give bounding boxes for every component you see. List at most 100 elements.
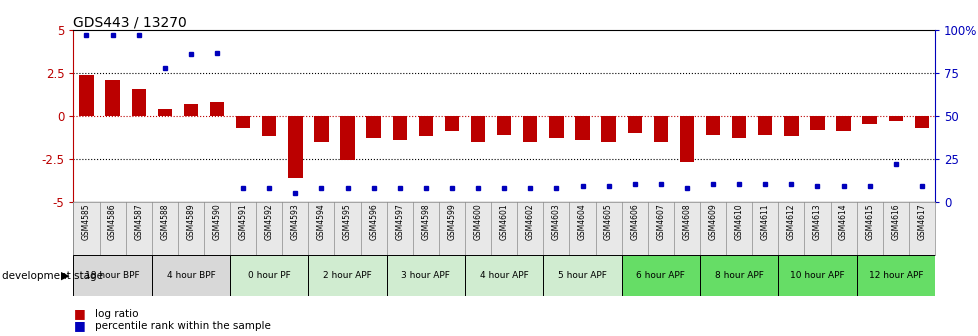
Text: GSM4603: GSM4603 xyxy=(552,203,560,240)
Bar xyxy=(673,202,699,255)
Text: 8 hour APF: 8 hour APF xyxy=(714,271,763,280)
Text: ▶: ▶ xyxy=(61,270,69,281)
Text: GSM4609: GSM4609 xyxy=(708,203,717,240)
Bar xyxy=(366,116,380,138)
Bar xyxy=(465,202,491,255)
Text: GSM4595: GSM4595 xyxy=(342,203,352,240)
Bar xyxy=(470,116,485,142)
Bar xyxy=(73,202,100,255)
Text: percentile rank within the sample: percentile rank within the sample xyxy=(95,321,271,331)
Bar xyxy=(236,116,250,128)
Bar xyxy=(230,202,256,255)
Text: 6 hour APF: 6 hour APF xyxy=(636,271,685,280)
Text: GSM4616: GSM4616 xyxy=(890,203,900,240)
Bar xyxy=(829,202,856,255)
Bar xyxy=(497,116,511,135)
Bar xyxy=(184,104,198,116)
Bar xyxy=(862,116,876,125)
Bar xyxy=(600,116,615,142)
Bar xyxy=(152,255,230,296)
Bar xyxy=(230,255,308,296)
Bar xyxy=(856,202,882,255)
Bar xyxy=(751,202,778,255)
Text: 4 hour APF: 4 hour APF xyxy=(479,271,528,280)
Bar xyxy=(595,202,621,255)
Bar xyxy=(543,255,621,296)
Text: GSM4602: GSM4602 xyxy=(525,203,534,240)
Bar xyxy=(575,116,589,140)
Text: GSM4594: GSM4594 xyxy=(317,203,326,240)
Text: GSM4613: GSM4613 xyxy=(812,203,822,240)
Bar xyxy=(621,202,647,255)
Bar xyxy=(256,202,282,255)
Bar xyxy=(804,202,829,255)
Text: GSM4605: GSM4605 xyxy=(603,203,612,240)
Bar xyxy=(73,255,152,296)
Bar xyxy=(569,202,595,255)
Bar xyxy=(386,255,465,296)
Text: GSM4617: GSM4617 xyxy=(916,203,925,240)
Bar xyxy=(288,116,302,178)
Text: GDS443 / 13270: GDS443 / 13270 xyxy=(73,15,187,29)
Bar xyxy=(438,202,465,255)
Bar xyxy=(419,116,432,136)
Text: GSM4599: GSM4599 xyxy=(447,203,456,240)
Text: ■: ■ xyxy=(73,320,85,332)
Bar xyxy=(314,116,329,142)
Text: log ratio: log ratio xyxy=(95,309,138,319)
Bar xyxy=(653,116,667,142)
Bar xyxy=(465,255,543,296)
Text: 18 hour BPF: 18 hour BPF xyxy=(85,271,140,280)
Bar xyxy=(856,255,934,296)
Text: GSM4611: GSM4611 xyxy=(760,203,769,240)
Bar xyxy=(757,116,772,135)
Text: GSM4615: GSM4615 xyxy=(865,203,873,240)
Bar xyxy=(157,109,172,116)
Text: 4 hour BPF: 4 hour BPF xyxy=(166,271,215,280)
Bar xyxy=(783,116,798,136)
Bar xyxy=(125,202,152,255)
Text: GSM4591: GSM4591 xyxy=(239,203,247,240)
Text: ■: ■ xyxy=(73,307,85,320)
Bar xyxy=(360,202,386,255)
Text: GSM4614: GSM4614 xyxy=(838,203,847,240)
Text: GSM4607: GSM4607 xyxy=(655,203,665,240)
Bar xyxy=(308,202,334,255)
Bar xyxy=(413,202,438,255)
Text: development stage: development stage xyxy=(2,270,103,281)
Bar xyxy=(621,255,699,296)
Bar xyxy=(908,202,934,255)
Bar xyxy=(334,202,360,255)
Text: GSM4612: GSM4612 xyxy=(786,203,795,240)
Text: GSM4601: GSM4601 xyxy=(499,203,509,240)
Text: GSM4610: GSM4610 xyxy=(734,203,743,240)
Bar xyxy=(209,102,224,116)
Text: GSM4606: GSM4606 xyxy=(630,203,639,240)
Text: 12 hour APF: 12 hour APF xyxy=(867,271,922,280)
Text: 0 hour PF: 0 hour PF xyxy=(247,271,290,280)
Text: 5 hour APF: 5 hour APF xyxy=(557,271,606,280)
Bar xyxy=(386,202,413,255)
Bar xyxy=(392,116,407,140)
Bar xyxy=(913,116,928,128)
Text: GSM4597: GSM4597 xyxy=(395,203,404,240)
Bar xyxy=(778,202,804,255)
Bar xyxy=(699,202,726,255)
Bar xyxy=(131,88,146,116)
Bar xyxy=(679,116,693,162)
Bar xyxy=(491,202,516,255)
Bar xyxy=(888,116,902,121)
Bar xyxy=(308,255,386,296)
Bar xyxy=(178,202,203,255)
Text: GSM4604: GSM4604 xyxy=(577,203,587,240)
Bar xyxy=(262,116,276,136)
Text: GSM4585: GSM4585 xyxy=(82,203,91,240)
Bar xyxy=(522,116,537,142)
Bar xyxy=(444,116,459,131)
Text: GSM4593: GSM4593 xyxy=(290,203,299,240)
Bar xyxy=(627,116,642,133)
Bar xyxy=(647,202,673,255)
Bar xyxy=(100,202,125,255)
Bar xyxy=(340,116,354,161)
Bar xyxy=(699,255,778,296)
